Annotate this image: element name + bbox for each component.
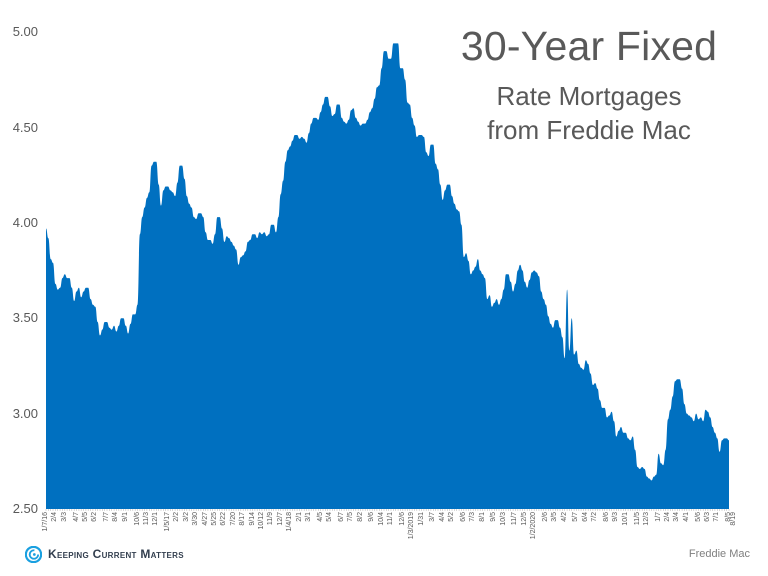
x-tick-label: 11/5 [633,512,641,526]
x-tick-label: 3/1 [304,512,312,522]
x-tick-label: 9/14 [248,512,256,526]
x-tick-label: 1/7/16 [42,512,49,532]
x-tick-label: 4/1 [682,512,690,522]
x-tick-label: 12/3 [642,512,650,526]
x-tick-label: 3/3 [60,512,68,522]
x-tick-label: 12/1 [152,512,160,526]
x-tick-label: 10/3 [499,512,507,526]
x-tick-label: 3/7 [429,512,437,522]
x-tick-label: 2/1 [295,512,303,522]
x-tick-label: 6/6 [459,512,467,522]
x-tick-label: 9/5 [490,512,498,522]
x-tick-label: 8/4 [112,512,120,522]
x-tick-label: 11/3 [142,512,150,526]
x-tick-label: 2/4 [51,512,59,522]
x-tick-label: 5/7 [572,512,580,522]
x-tick-label: 7/5 [347,512,355,522]
rate-area-series [46,43,729,510]
x-tick-label: 8/17 [239,512,247,526]
x-tick-label: 4/5 [316,512,324,522]
source-label: Freddie Mac [688,548,750,560]
y-tick-3-50: 3.50 [12,310,38,325]
x-tick-label: 11/1 [387,512,394,526]
x-tick-label: 1/3/2019 [408,512,416,540]
x-tick-label: 6/2 [91,512,99,522]
x-tick-label: 9/6 [368,512,376,522]
x-tick-label: 7/1 [713,512,721,522]
x-tick-label: 8/6 [603,512,610,522]
x-tick-label: 12/5 [520,512,528,526]
x-tick-label: 1/7 [654,512,662,522]
x-tick-label: 12/6 [398,512,406,526]
y-tick-2-50: 2.50 [12,501,38,516]
x-tick-label: 10/4 [377,512,385,526]
title-subtitle-line-2: from Freddie Mac [487,115,691,145]
x-tick-label: 1/4/18 [286,512,294,532]
x-tick-label: 6/3 [703,512,711,522]
x-tick-label: 8/1 [478,512,486,522]
x-tick-label: 5/2 [448,512,455,522]
logo-text: Keeping Current Matters [48,547,184,561]
x-tick-label: 3/30 [192,512,200,526]
x-tick-label: 9/1 [121,512,129,522]
x-tick-label: 1/2/2020 [530,512,538,540]
x-tick-label: 6/4 [581,512,589,522]
x-tick-label: 10/12 [257,512,265,530]
x-tick-label: 8/2 [356,512,364,522]
x-tick-label: 4/27 [201,512,209,526]
x-tick-label: 4/4 [438,512,446,522]
x-axis-ticks [45,509,730,511]
x-tick-label: 5/5 [81,512,89,522]
x-tick-label: 5/6 [694,512,702,522]
y-tick-5-00: 5.00 [12,24,38,39]
x-tick-label: 1/31 [417,512,425,526]
kcm-logo: Keeping Current Matters [25,544,184,564]
chart-title: 30-Year Fixed Rate Mortgages from Freddi… [424,22,754,146]
x-tick-label: 6/22 [220,512,228,526]
swirl-logo-icon [25,545,42,563]
x-tick-label: 4/7 [72,512,80,522]
x-tick-label: 2/2 [173,512,181,522]
x-tick-label: 10/1 [621,512,629,526]
x-tick-label: 10/6 [133,512,141,526]
x-tick-label: 7/7 [103,512,110,522]
x-tick-label: 11/9 [267,512,275,526]
x-tick-label: 7/3 [469,512,477,522]
x-tick-label: 1/5/17 [164,512,171,532]
x-tick-label: 5/4 [326,512,333,522]
x-tick-label: 2/6 [541,512,549,522]
x-tick-label: 9/3 [612,512,620,522]
x-tick-label: 11/7 [511,512,519,526]
x-tick-label: 2/4 [664,512,671,522]
x-tick-label: 8/19 [729,512,737,526]
x-tick-label: 3/5 [551,512,559,522]
x-tick-label: 6/7 [337,512,345,522]
title-subtitle-line-1: Rate Mortgages [496,81,682,111]
x-tick-label: 7/2 [591,512,599,522]
x-tick-label: 3/2 [182,512,190,522]
x-tick-label: 7/20 [229,512,237,526]
x-tick-label: 5/25 [211,512,218,526]
x-tick-label: 4/2 [560,512,568,522]
y-tick-4-00: 4.00 [12,215,38,230]
x-tick-label: 12/7 [276,512,284,526]
title-main: 30-Year Fixed [460,23,718,69]
y-tick-4-50: 4.50 [12,120,38,135]
x-tick-label: 3/4 [673,512,681,522]
y-tick-3-00: 3.00 [12,406,38,421]
